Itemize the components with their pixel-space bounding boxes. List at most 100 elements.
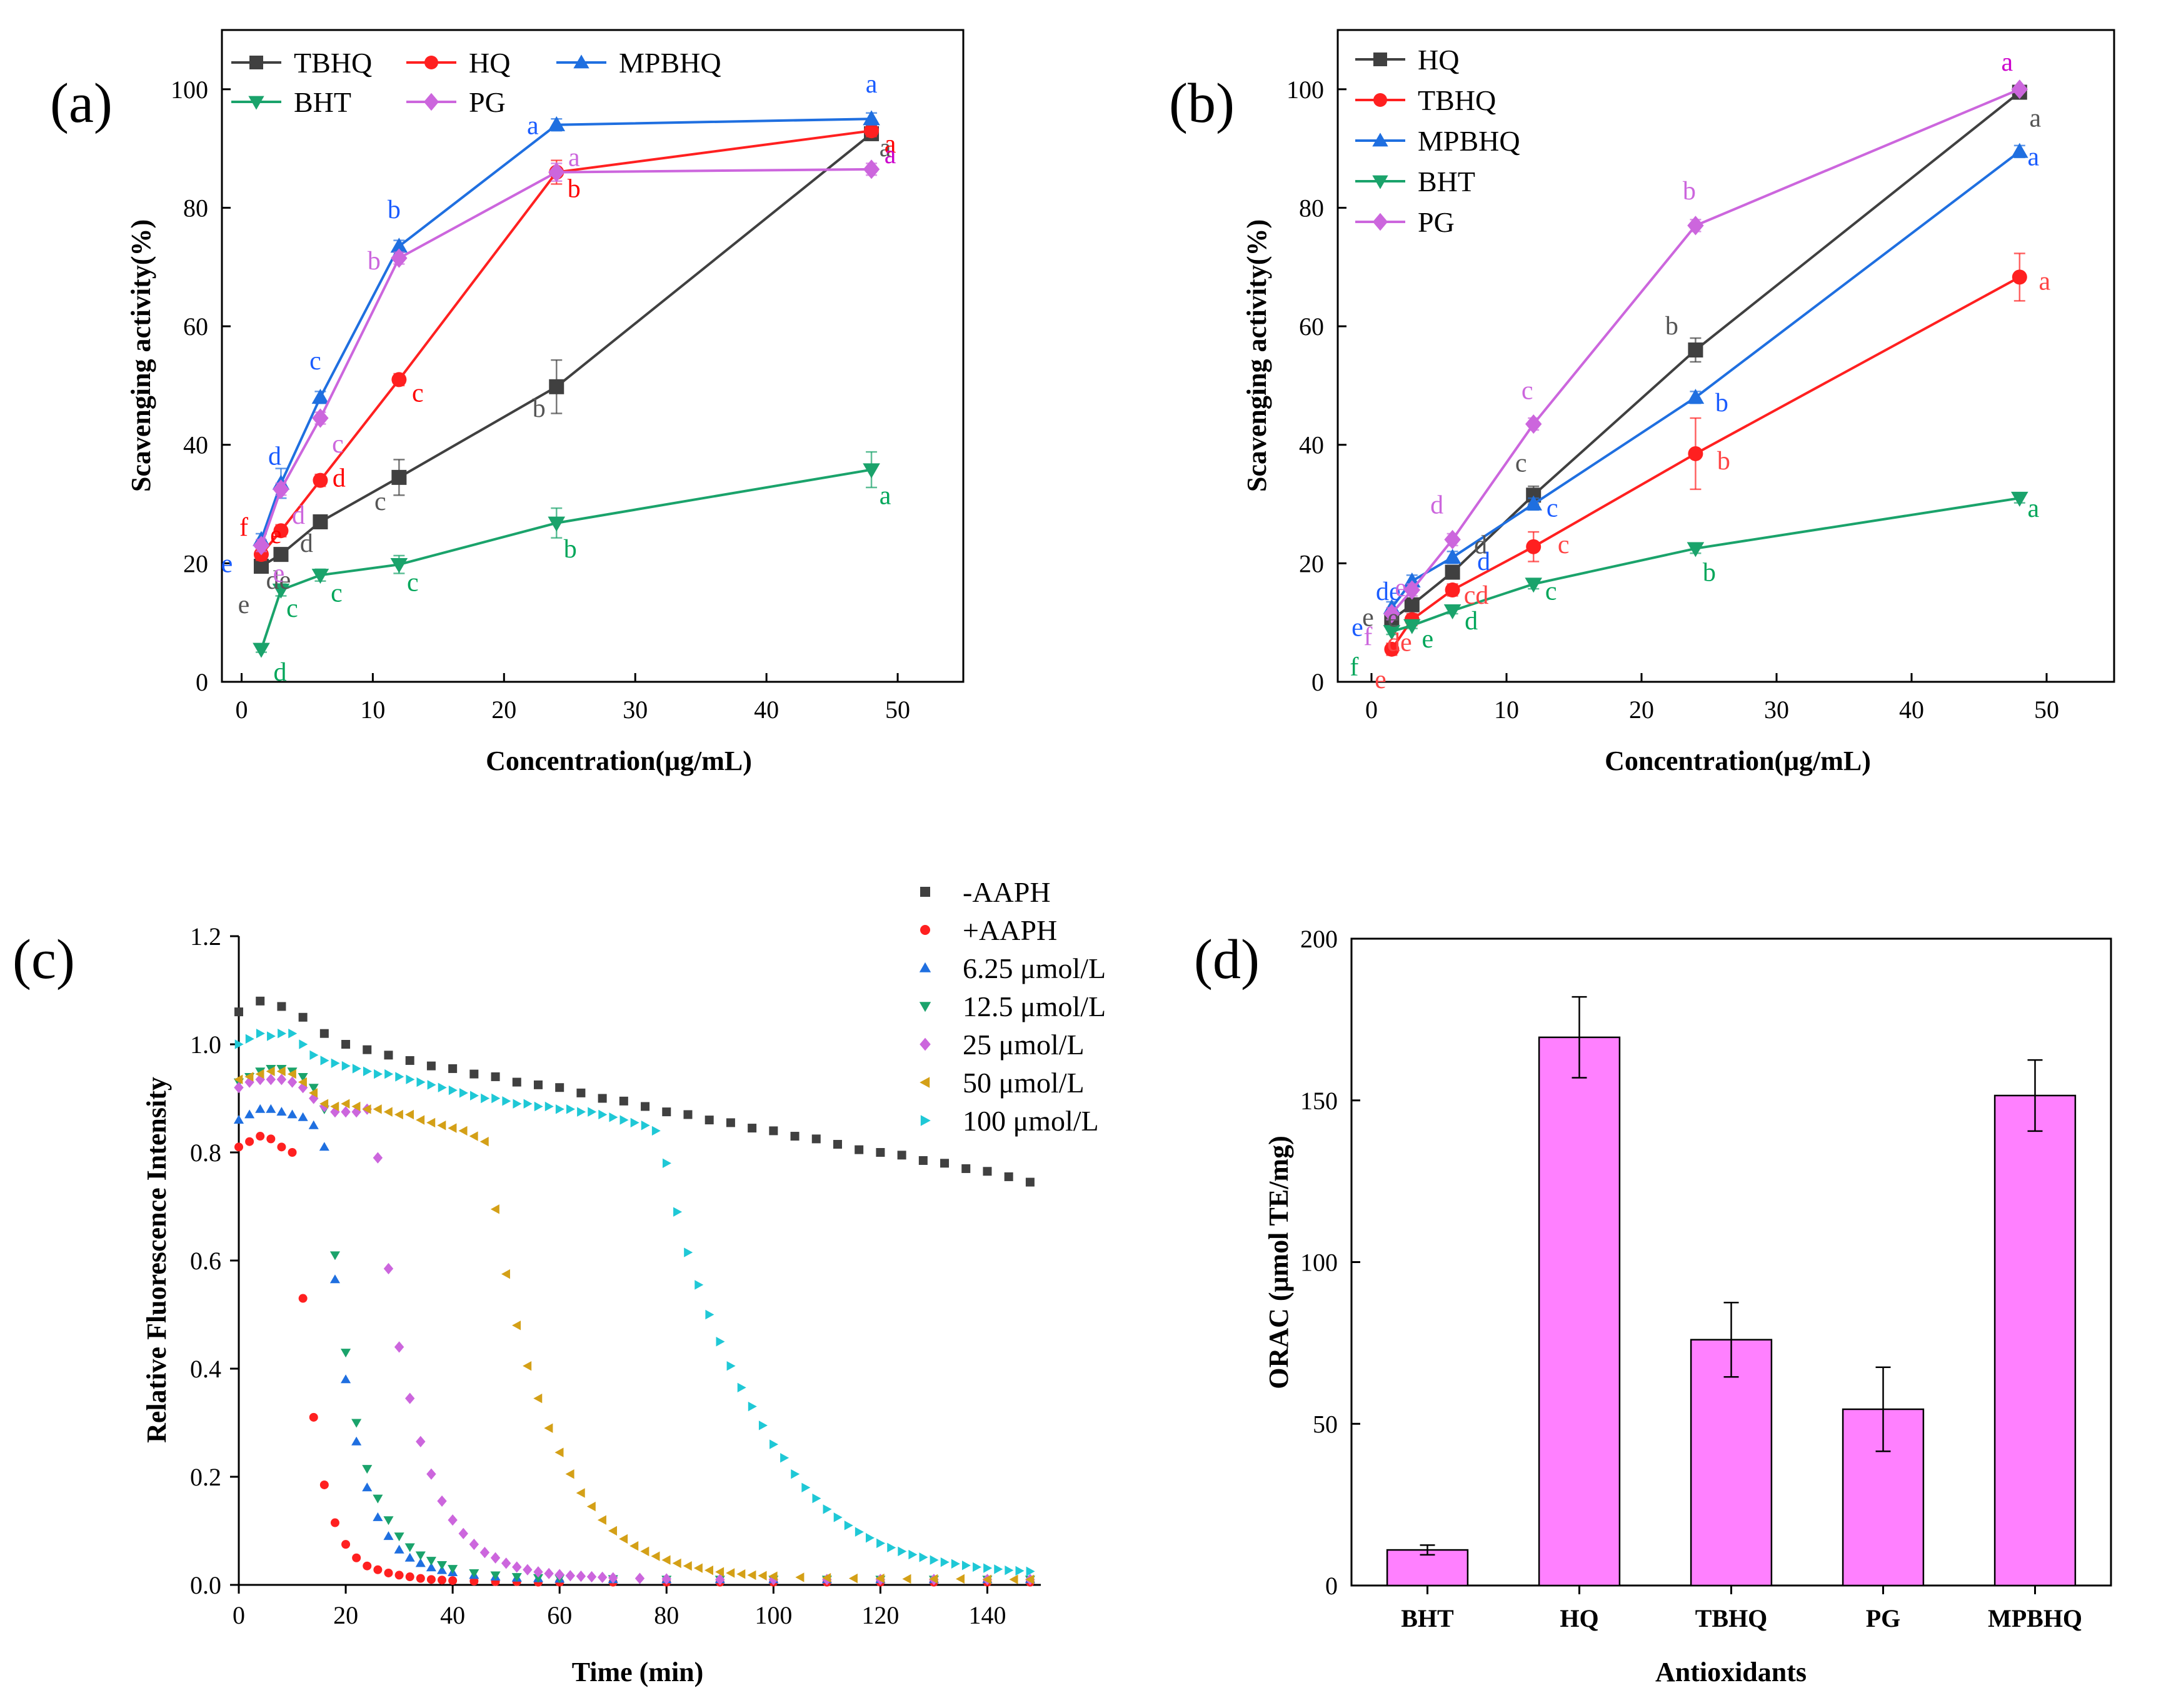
data-point [533, 1566, 543, 1578]
data-point [267, 1031, 276, 1041]
legend-entry: -AAPH [963, 876, 1051, 908]
y-tick-label: 0.4 [190, 1355, 221, 1383]
data-point [426, 1061, 436, 1071]
data-point [940, 1557, 950, 1567]
data-point [855, 1527, 864, 1537]
data-point [415, 1551, 426, 1561]
significance-letter: a [2027, 494, 2039, 523]
data-point [448, 1565, 458, 1574]
legend-marker [920, 925, 930, 935]
significance-letter: d [300, 529, 313, 558]
data-point [619, 1096, 628, 1106]
data-point [341, 1374, 351, 1384]
data-point [629, 1541, 639, 1551]
data-point [351, 1419, 362, 1428]
significance-letter: c [331, 579, 343, 607]
panel-a-yticks: 0 20 40 60 80 100 [171, 76, 231, 696]
legend-entry: 12.5 μmol/L [963, 991, 1106, 1022]
data-point [833, 1140, 842, 1149]
data-point-bht [1443, 604, 1462, 620]
data-point-mpbhq [548, 116, 566, 131]
data-point [588, 1107, 597, 1117]
data-point [363, 1561, 372, 1571]
data-point-tbhq [549, 379, 564, 394]
legend-marker [1373, 93, 1387, 107]
data-point [918, 1156, 928, 1165]
data-point [395, 1072, 404, 1082]
panel-c-series [233, 996, 1035, 1587]
data-point [790, 1132, 800, 1141]
series-line-pg [260, 167, 872, 546]
bar-tbhq [1690, 1339, 1773, 1587]
x-tick-label: 20 [491, 696, 516, 724]
legend-marker [919, 962, 931, 972]
panel-c-xticks: 0 20 40 60 80 100 120 140 [233, 1585, 1006, 1629]
data-point [577, 1107, 586, 1117]
y-tick-label: 40 [1299, 431, 1324, 459]
series-line-bht [260, 468, 872, 650]
data-point [597, 1515, 606, 1525]
data-point [908, 1549, 918, 1560]
legend-marker [1373, 52, 1387, 66]
data-point [352, 1064, 361, 1074]
panel-c-xlabel: Time (min) [572, 1657, 704, 1687]
data-point [373, 1152, 383, 1164]
data-point [383, 1262, 394, 1275]
data-point [341, 1061, 351, 1071]
data-point [1009, 1574, 1018, 1585]
y-tick-label: 100 [171, 76, 208, 104]
data-point-bht [253, 642, 270, 658]
data-point [951, 1559, 960, 1569]
data-point [266, 1134, 276, 1144]
data-point [490, 1571, 501, 1581]
significance-letter: a [866, 70, 878, 99]
y-tick-label: 200 [1300, 925, 1338, 953]
significance-letter: e [221, 549, 233, 578]
legend-entry: HQ [469, 47, 510, 79]
data-point [426, 1575, 436, 1584]
x-tick-label: 140 [968, 1601, 1006, 1629]
data-point [298, 1072, 308, 1082]
data-point [795, 1572, 805, 1582]
data-point [481, 1093, 490, 1104]
data-point [704, 1565, 713, 1576]
data-point [276, 1107, 287, 1116]
y-tick-label: 0 [196, 668, 208, 696]
data-point [898, 1546, 907, 1557]
data-point-mpbhq [311, 389, 329, 404]
significance-letter: e [1395, 574, 1406, 602]
data-point [619, 1115, 629, 1125]
data-point [255, 1104, 266, 1113]
data-point [394, 1341, 404, 1353]
data-point [383, 1107, 393, 1117]
legend-marker [249, 56, 263, 69]
y-tick-label: 0.2 [190, 1463, 221, 1491]
significance-letter: d [1465, 607, 1478, 636]
data-point-hq [391, 372, 407, 387]
panel-d-yticks: 0 50 100 150 200 [1300, 925, 1360, 1600]
data-point [822, 1573, 831, 1583]
data-point-tbhq [1526, 539, 1542, 554]
data-point [319, 1029, 329, 1038]
data-point [544, 1567, 554, 1579]
x-tick-label: 40 [440, 1601, 465, 1629]
data-point [256, 1132, 265, 1141]
data-point [791, 1469, 800, 1479]
data-point [245, 1137, 254, 1146]
data-point [426, 1562, 436, 1572]
significance-letter: b [368, 247, 381, 276]
data-point [309, 1050, 319, 1060]
data-point-bht [548, 516, 566, 532]
data-point [394, 1571, 404, 1580]
panel-c-yticks: 0.0 0.2 0.4 0.6 0.8 1.0 1.2 [190, 922, 239, 1599]
data-point [512, 1321, 521, 1331]
data-point-pg [273, 479, 289, 499]
data-point [502, 1096, 511, 1106]
legend-entry: 25 μmol/L [963, 1029, 1085, 1061]
significance-letter: e [1421, 625, 1433, 654]
data-point [555, 1104, 564, 1114]
data-point [544, 1101, 554, 1112]
data-point [1026, 1566, 1035, 1577]
data-point [619, 1534, 628, 1544]
